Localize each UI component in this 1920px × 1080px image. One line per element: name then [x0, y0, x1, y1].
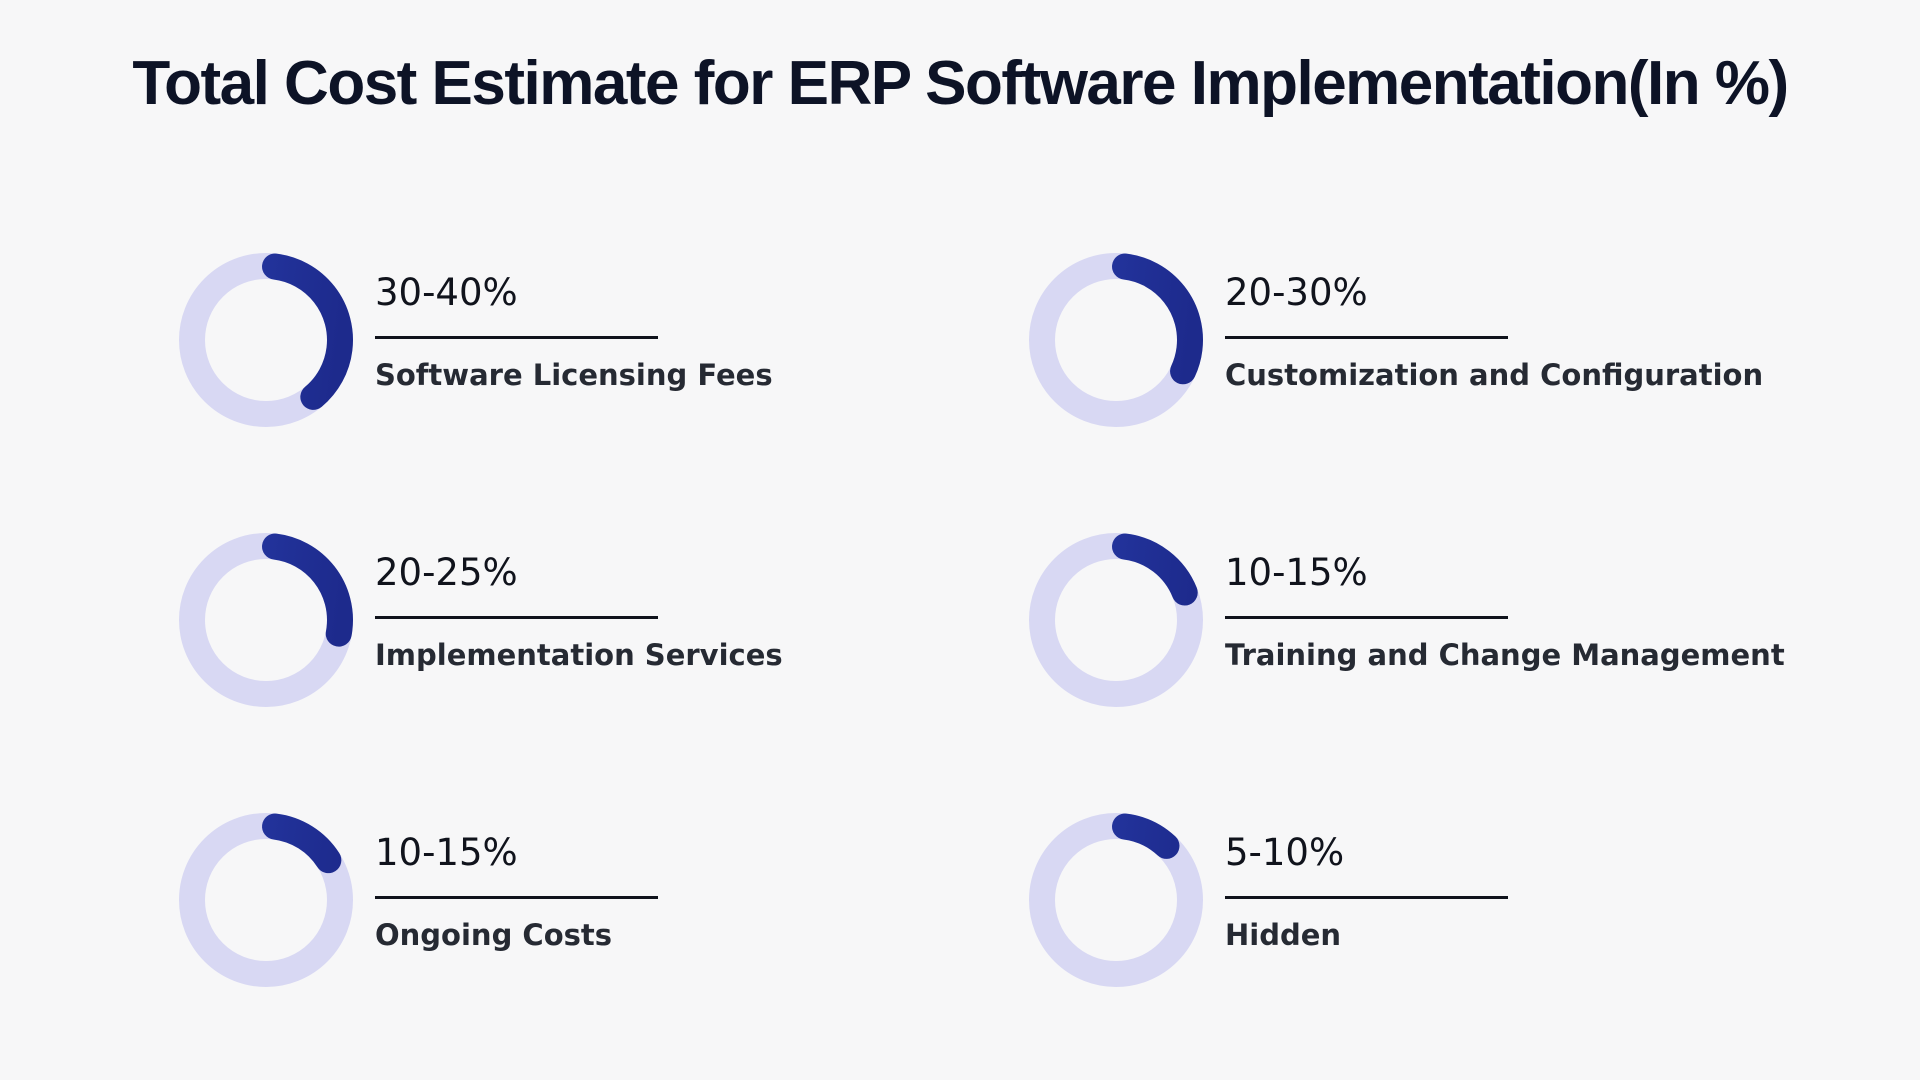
- donut-chart: [179, 253, 353, 427]
- cost-category-label: Customization and Configuration: [1225, 358, 1764, 392]
- donut-chart: [1029, 533, 1203, 707]
- cost-item-software-licensing: 30-40% Software Licensing Fees: [171, 245, 991, 435]
- cost-item-ongoing: 10-15% Ongoing Costs: [171, 805, 991, 995]
- cost-item-hidden: 5-10% Hidden: [1021, 805, 1841, 995]
- cost-percentage: 5-10%: [1225, 831, 1345, 874]
- divider-line: [1225, 616, 1508, 619]
- donut-progress-arc: [179, 253, 353, 427]
- cost-item-customization: 20-30% Customization and Configuration: [1021, 245, 1841, 435]
- divider-line: [375, 896, 658, 899]
- cost-category-label: Ongoing Costs: [375, 918, 613, 952]
- donut-progress-arc: [1029, 253, 1203, 427]
- donut-chart: [1029, 813, 1203, 987]
- donut-progress-arc: [179, 813, 353, 987]
- cost-percentage: 20-25%: [375, 551, 518, 594]
- page-title: Total Cost Estimate for ERP Software Imp…: [132, 49, 1789, 118]
- cost-percentage: 30-40%: [375, 271, 518, 314]
- donut-chart: [1029, 253, 1203, 427]
- cost-item-implementation: 20-25% Implementation Services: [171, 525, 991, 715]
- cost-category-label: Software Licensing Fees: [375, 358, 773, 392]
- cost-percentage: 10-15%: [375, 831, 518, 874]
- cost-percentage: 20-30%: [1225, 271, 1368, 314]
- cost-percentage: 10-15%: [1225, 551, 1368, 594]
- donut-chart: [179, 533, 353, 707]
- cost-category-label: Training and Change Management: [1225, 638, 1785, 672]
- cost-category-label: Implementation Services: [375, 638, 783, 672]
- donut-progress-arc: [1029, 813, 1203, 987]
- divider-line: [375, 616, 658, 619]
- donut-chart: [179, 813, 353, 987]
- cost-item-training: 10-15% Training and Change Management: [1021, 525, 1841, 715]
- divider-line: [1225, 336, 1508, 339]
- donut-progress-arc: [1029, 533, 1203, 707]
- divider-line: [375, 336, 658, 339]
- donut-progress-arc: [179, 533, 353, 707]
- divider-line: [1225, 896, 1508, 899]
- cost-category-label: Hidden: [1225, 918, 1342, 952]
